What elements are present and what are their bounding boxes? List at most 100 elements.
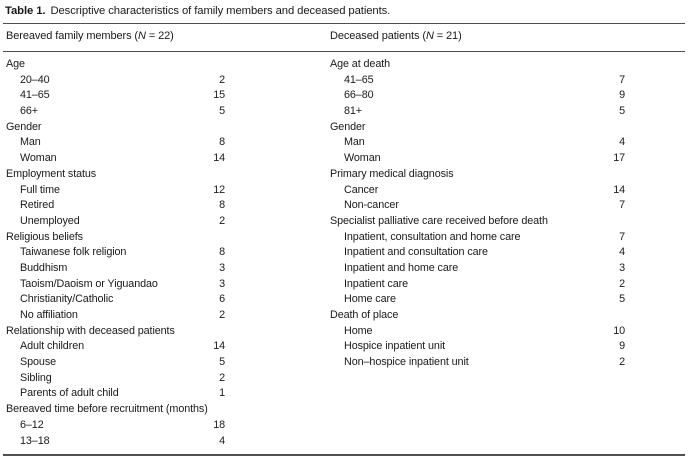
row-value: 15 [213, 89, 225, 102]
row-value: 9 [619, 340, 625, 353]
row-label: 66–80 [344, 89, 374, 102]
row-label: 20–40 [20, 73, 50, 86]
row-label: Relationship with deceased patients [6, 324, 175, 337]
row-label: Death of place [330, 309, 399, 321]
row-label: Non–hospice inpatient unit [344, 356, 469, 369]
table-section-row: Specialist palliative care received befo… [330, 214, 625, 230]
table-row: Inpatient and home care 3 [330, 261, 625, 277]
table-row: 6–12 18 [6, 418, 225, 434]
row-value: 9 [619, 89, 625, 102]
row-label: Hospice inpatient unit [344, 340, 446, 353]
row-label: Gender [6, 120, 42, 133]
table-row: Home 10 [330, 324, 625, 340]
table-row: Taiwanese folk religion 8 [6, 245, 225, 261]
table-row: Man 4 [330, 135, 625, 151]
row-value: 5 [619, 293, 625, 306]
row-value: 3 [619, 261, 625, 274]
table-section-row: Employment status [6, 167, 225, 183]
row-value: 1 [219, 387, 225, 400]
row-label: Employment status [6, 167, 97, 180]
row-value: 10 [613, 324, 625, 337]
row-label: Full time [20, 183, 60, 196]
table-row: Taoism/Daoism or Yiguandao 3 [6, 277, 225, 293]
row-label: Bereaved time before recruitment (months… [6, 403, 208, 416]
table-row: Christianity/Catholic 6 [6, 292, 225, 308]
table-row: 66–80 9 [330, 88, 625, 104]
table-row: 13–18 4 [6, 434, 225, 450]
header-text: Bereaved family members ( [6, 30, 138, 42]
table-row: Woman 14 [6, 151, 225, 167]
row-label: Religious beliefs [6, 230, 83, 243]
row-value: 14 [613, 183, 625, 196]
row-value: 2 [219, 214, 225, 227]
table-row: Woman 17 [330, 151, 625, 167]
table-section-row: Primary medical diagnosis [330, 167, 625, 183]
row-value: 6 [219, 293, 225, 306]
row-value: 5 [219, 356, 225, 369]
column-deceased-patients: Age at death 41–65 7 66–80 9 81+ 5 Gender Man 4 Wo… [330, 57, 625, 371]
header-text: = 21) [433, 30, 462, 42]
table-section-row: Death of place [330, 308, 625, 324]
table-row: Home care 5 [330, 292, 625, 308]
header-text: Deceased patients ( [330, 30, 426, 42]
row-value: 7 [619, 73, 625, 86]
row-label: Taiwanese folk religion [20, 246, 127, 259]
row-value: 2 [619, 277, 625, 290]
column-header-deceased-patients: Deceased patients (N = 21) [330, 30, 462, 42]
table-row: Spouse 5 [6, 355, 225, 371]
row-value: 7 [619, 230, 625, 243]
table-header-rule [3, 51, 685, 53]
row-label: Retired [20, 199, 55, 212]
row-value: 4 [219, 434, 225, 447]
row-label: 6–12 [20, 418, 44, 431]
row-value: 4 [619, 136, 625, 149]
table-row: Adult children 14 [6, 339, 225, 355]
table-section-row: Bereaved time before recruitment (months… [6, 402, 225, 418]
table-section-row: Religious beliefs [6, 230, 225, 246]
row-label: Parents of adult child [20, 387, 119, 400]
table-row: 41–65 7 [330, 73, 625, 89]
table-row: 66+ 5 [6, 104, 225, 120]
table-row: Hospice inpatient unit 9 [330, 339, 625, 355]
row-label: Sibling [20, 371, 52, 384]
header-n-italic: N [138, 30, 146, 42]
table-row: Non–hospice inpatient unit 2 [330, 355, 625, 371]
table-row: Inpatient care 2 [330, 277, 625, 293]
table-section-row: Gender [330, 120, 625, 136]
table-row: Non-cancer 7 [330, 198, 625, 214]
row-value: 4 [619, 246, 625, 259]
row-label: Adult children [20, 340, 85, 353]
table-row: Inpatient and consultation care 4 [330, 245, 625, 261]
table-section-row: Age [6, 57, 225, 73]
row-value: 8 [219, 199, 225, 212]
row-label: Unemployed [20, 214, 80, 227]
row-label: Inpatient and consultation care [344, 246, 488, 259]
row-label: Spouse [20, 356, 57, 369]
table-top-rule [3, 23, 685, 25]
row-label: Taoism/Daoism or Yiguandao [20, 277, 158, 290]
table-caption-number: Table 1. [5, 5, 46, 17]
table-row: Unemployed 2 [6, 214, 225, 230]
row-value: 3 [219, 277, 225, 290]
row-label: 81+ [344, 105, 363, 118]
row-label: Inpatient and home care [344, 261, 459, 274]
table-caption-text: Descriptive characteristics of family me… [50, 5, 391, 17]
table-bottom-rule [3, 454, 685, 457]
column-bereaved-family-members: Age 20–40 2 41–65 15 66+ 5 Gender Man 8 Woman 14 Emp… [6, 57, 225, 449]
row-label: Inpatient, consultation and home care [344, 230, 521, 243]
row-value: 2 [619, 356, 625, 369]
table-row: Inpatient, consultation and home care 7 [330, 230, 625, 246]
table-row: Man 8 [6, 135, 225, 151]
row-label: Buddhism [20, 261, 68, 274]
row-label: Non-cancer [344, 199, 399, 212]
table-caption: Table 1. Descriptive characteristics of f… [5, 5, 390, 17]
row-label: Woman [344, 152, 381, 165]
table-row: 41–65 15 [6, 88, 225, 104]
row-label: Specialist palliative care received befo… [330, 214, 548, 227]
row-label: Home [344, 324, 373, 337]
row-label: Woman [20, 152, 57, 165]
row-label: 13–18 [20, 434, 50, 447]
table-row: Cancer 14 [330, 183, 625, 199]
row-label: Age [6, 58, 25, 70]
